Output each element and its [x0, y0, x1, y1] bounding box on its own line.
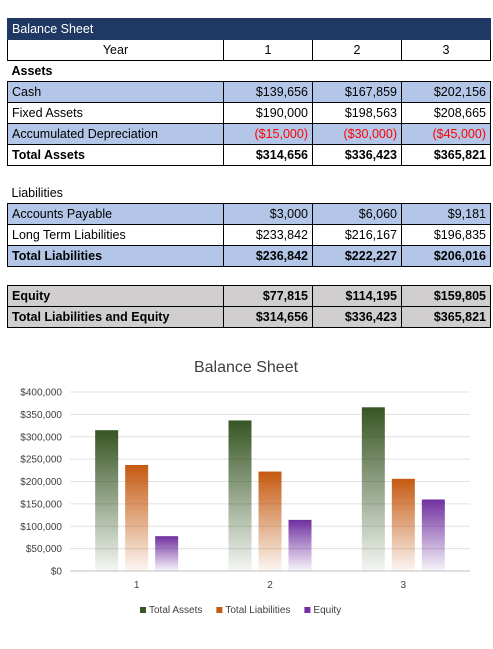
table-row: Long Term Liabilities $233,842 $216,167 …	[7, 224, 491, 246]
y-tick-label: $150,000	[20, 499, 62, 510]
legend-label-equity: Equity	[313, 605, 341, 616]
balance-sheet-chart: Balance Sheet $0 $50,000 $100,000 $150,000 $…	[20, 359, 470, 616]
cell: $196,835	[401, 224, 491, 246]
cell-negative: ($45,000)	[401, 123, 491, 145]
year-label: Year	[7, 39, 224, 61]
row-label: Cash	[7, 81, 224, 103]
cell: $216,167	[312, 224, 402, 246]
cell: $236,842	[223, 245, 313, 267]
cell: $6,060	[312, 203, 402, 225]
row-label: Equity	[7, 285, 224, 307]
table-title: Balance Sheet	[7, 18, 224, 40]
year-3: 3	[401, 39, 491, 61]
legend-swatch-total-assets	[140, 607, 146, 613]
cell: $9,181	[401, 203, 491, 225]
y-tick-label: $50,000	[26, 544, 63, 555]
year-header-row: Year 1 2 3	[7, 39, 491, 61]
table-row: Fixed Assets $190,000 $198,563 $208,665	[7, 102, 491, 124]
row-label: Long Term Liabilities	[7, 224, 224, 246]
table-row: Cash $139,656 $167,859 $202,156	[7, 81, 491, 103]
y-tick-label: $300,000	[20, 432, 62, 443]
cell: $314,656	[223, 306, 313, 328]
y-tick-label: $0	[51, 567, 63, 578]
cell: $208,665	[401, 102, 491, 124]
cell-negative: ($15,000)	[223, 123, 313, 145]
bar-equity	[288, 519, 312, 571]
cell: $336,423	[312, 144, 402, 166]
table-row: Accounts Payable $3,000 $6,060 $9,181	[7, 203, 491, 225]
liabilities-heading: Liabilities	[11, 186, 63, 200]
bar-total-assets	[361, 407, 385, 571]
y-tick-label: $400,000	[20, 388, 62, 399]
cell: $365,821	[401, 144, 491, 166]
equity-table: Equity $77,815 $114,195 $159,805 Total L…	[7, 285, 491, 328]
cell: $314,656	[223, 144, 313, 166]
bar-total-liabilities	[391, 478, 415, 571]
cell: $159,805	[401, 285, 491, 307]
cell-negative: ($30,000)	[312, 123, 402, 145]
cell: $77,815	[223, 285, 313, 307]
legend-swatch-equity	[304, 607, 311, 613]
bar-total-assets	[95, 430, 119, 571]
cell: $167,859	[312, 81, 402, 103]
year-2: 2	[312, 39, 402, 61]
x-tick-label: 3	[401, 580, 407, 591]
liabilities-heading-row: Liabilities	[8, 183, 491, 204]
cell: $139,656	[223, 81, 313, 103]
total-assets-row: Total Assets $314,656 $336,423 $365,821	[7, 144, 491, 166]
row-label: Total Assets	[7, 144, 224, 166]
assets-heading: Assets	[11, 64, 53, 78]
row-label: Accounts Payable	[7, 203, 224, 225]
bar-total-liabilities	[125, 465, 149, 571]
x-tick-label: 1	[134, 580, 140, 591]
y-tick-label: $200,000	[20, 477, 62, 488]
table-row: Accumulated Depreciation ($15,000) ($30,…	[7, 123, 491, 145]
equity-row: Equity $77,815 $114,195 $159,805	[7, 285, 491, 307]
bar-total-liabilities	[258, 471, 282, 571]
cell: $222,227	[312, 245, 402, 267]
row-label: Fixed Assets	[7, 102, 224, 124]
chart-title: Balance Sheet	[194, 359, 299, 376]
year-1: 1	[223, 39, 313, 61]
cell: $202,156	[401, 81, 491, 103]
total-liabilities-row: Total Liabilities $236,842 $222,227 $206…	[7, 245, 491, 267]
bar-equity	[421, 499, 445, 571]
cell: $114,195	[312, 285, 402, 307]
legend-label-total-liabilities: Total Liabilities	[225, 605, 290, 616]
cell: $190,000	[223, 102, 313, 124]
y-tick-label: $250,000	[20, 455, 62, 466]
x-tick-label: 2	[267, 580, 273, 591]
row-label: Total Liabilities and Equity	[7, 306, 224, 328]
total-liabilities-equity-row: Total Liabilities and Equity $314,656 $3…	[7, 306, 491, 328]
cell: $336,423	[312, 306, 402, 328]
cell: $3,000	[223, 203, 313, 225]
y-tick-label: $100,000	[20, 522, 62, 533]
cell: $206,016	[401, 245, 491, 267]
table-title-row: Balance Sheet	[7, 18, 491, 40]
assets-heading-row: Assets	[8, 61, 491, 82]
liabilities-table: Liabilities Accounts Payable $3,000 $6,0…	[7, 183, 491, 267]
bar-total-assets	[228, 420, 252, 571]
bar-equity	[155, 536, 179, 571]
cell: $365,821	[401, 306, 491, 328]
cell: $198,563	[312, 102, 402, 124]
row-label: Accumulated Depreciation	[7, 123, 224, 145]
row-label: Total Liabilities	[7, 245, 224, 267]
legend-label-total-assets: Total Assets	[149, 605, 202, 616]
legend-swatch-total-liabilities	[216, 607, 223, 613]
balance-sheet-table: Balance Sheet Year 1 2 3 Assets Cash $13…	[7, 18, 491, 166]
cell: $233,842	[223, 224, 313, 246]
y-tick-label: $350,000	[20, 410, 62, 421]
